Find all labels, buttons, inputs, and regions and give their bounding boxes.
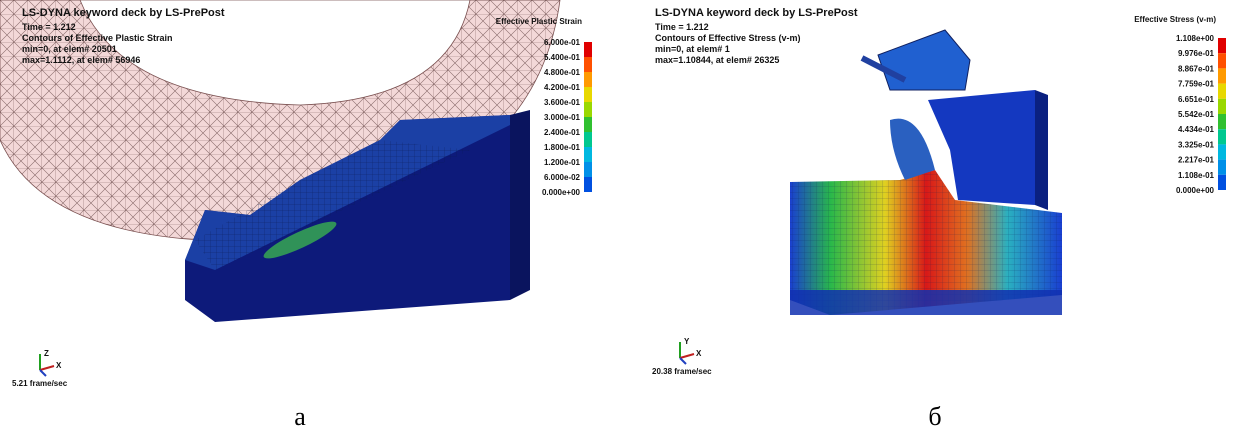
legend-swatch	[1218, 99, 1226, 114]
legend-swatch	[584, 42, 592, 57]
legend-label: 9.976e-01	[1178, 49, 1215, 58]
legend-swatch	[1218, 175, 1226, 190]
legend-label: 3.600e-01	[544, 98, 581, 107]
legend-label: 6.651e-01	[1178, 95, 1215, 104]
legend-swatch	[584, 177, 592, 192]
legend-label: 0.000e+00	[1176, 186, 1215, 195]
header-line: Contours of Effective Plastic Strain	[22, 33, 173, 43]
legend-label: 8.867e-01	[1178, 64, 1215, 73]
triad-label: X	[696, 349, 702, 358]
legend-swatch	[584, 147, 592, 162]
legend-swatch	[1218, 129, 1226, 144]
legend-swatch	[584, 117, 592, 132]
legend-label: 5.400e-01	[544, 53, 581, 62]
legend-label: 1.200e-01	[544, 158, 581, 167]
legend-swatch	[1218, 53, 1226, 68]
triad-axis	[680, 358, 686, 364]
legend-swatch	[584, 72, 592, 87]
legend-label: 2.217e-01	[1178, 156, 1215, 165]
header-line: min=0, at elem# 1	[655, 44, 730, 54]
header-title: LS-DYNA keyword deck by LS-PrePost	[22, 7, 225, 19]
header-line: max=1.1112, at elem# 56946	[22, 55, 140, 65]
legend-label: 4.434e-01	[1178, 125, 1215, 134]
legend-label: 1.108e+00	[1176, 34, 1215, 43]
caption: а	[294, 402, 306, 431]
legend-label: 2.400e-01	[544, 128, 581, 137]
legend-swatch	[584, 57, 592, 72]
legend-swatch	[1218, 160, 1226, 175]
header-line: Contours of Effective Stress (v-m)	[655, 33, 801, 43]
legend-label: 7.759e-01	[1178, 80, 1215, 89]
triad-axis	[40, 370, 46, 376]
legend-swatch	[1218, 144, 1226, 159]
header-line: Time = 1.212	[22, 22, 76, 32]
triad-label: X	[56, 361, 62, 370]
legend-label: 3.000e-01	[544, 113, 581, 122]
legend-title: Effective Stress (v-m)	[1134, 15, 1216, 24]
figure: LS-DYNA keyword deck by LS-PrePost Time =…	[0, 0, 1239, 434]
legend-swatch	[584, 162, 592, 177]
header-line: Time = 1.212	[655, 22, 709, 32]
triad-axis	[40, 366, 54, 370]
header-line: max=1.10844, at elem# 26325	[655, 55, 779, 65]
header-title: LS-DYNA keyword deck by LS-PrePost	[655, 7, 858, 19]
legend-swatch	[584, 132, 592, 147]
right-model	[790, 30, 1062, 315]
legend-label: 0.000e+00	[542, 188, 581, 197]
legend-label: 6.000e-02	[544, 173, 581, 182]
triad-axis	[680, 354, 694, 358]
legend-label: 4.800e-01	[544, 68, 581, 77]
legend-label: 1.108e-01	[1178, 171, 1215, 180]
legend-label: 4.200e-01	[544, 83, 581, 92]
triad-label: Y	[684, 337, 690, 346]
legend-swatch	[1218, 68, 1226, 83]
triad-label: Z	[44, 349, 49, 358]
legend-label: 5.542e-01	[1178, 110, 1215, 119]
legend-label: 1.800e-01	[544, 143, 581, 152]
legend-swatch	[584, 87, 592, 102]
legend-swatch	[1218, 38, 1226, 53]
legend-swatch	[1218, 114, 1226, 129]
legend-label: 6.000e-01	[544, 38, 581, 47]
legend-swatch	[1218, 84, 1226, 99]
frame-rate: 20.38 frame/sec	[652, 367, 712, 376]
legend-title: Effective Plastic Strain	[496, 17, 582, 26]
legend-swatch	[584, 102, 592, 117]
frame-rate: 5.21 frame/sec	[12, 379, 68, 388]
legend-label: 3.325e-01	[1178, 140, 1215, 149]
header-line: min=0, at elem# 20501	[22, 44, 117, 54]
caption: б	[928, 402, 941, 431]
